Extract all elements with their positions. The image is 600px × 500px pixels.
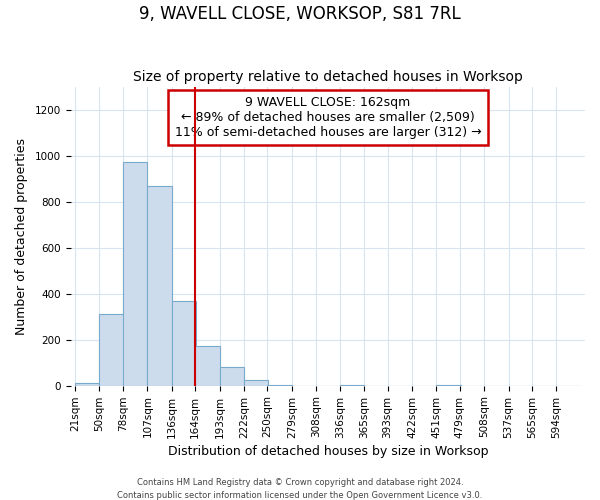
Bar [268,385,292,386]
Text: 9, WAVELL CLOSE, WORKSOP, S81 7RL: 9, WAVELL CLOSE, WORKSOP, S81 7RL [139,5,461,23]
Bar [172,300,196,386]
Bar [100,314,124,386]
Bar [75,384,100,386]
Text: 9 WAVELL CLOSE: 162sqm
← 89% of detached houses are smaller (2,509)
11% of semi-: 9 WAVELL CLOSE: 162sqm ← 89% of detached… [175,96,481,139]
Bar [220,368,244,386]
X-axis label: Distribution of detached houses by size in Worksop: Distribution of detached houses by size … [168,444,488,458]
Bar [148,186,172,386]
Title: Size of property relative to detached houses in Worksop: Size of property relative to detached ho… [133,70,523,85]
Bar [244,380,268,386]
Bar [123,162,148,386]
Bar [195,346,220,386]
Y-axis label: Number of detached properties: Number of detached properties [15,138,28,335]
Text: Contains HM Land Registry data © Crown copyright and database right 2024.
Contai: Contains HM Land Registry data © Crown c… [118,478,482,500]
